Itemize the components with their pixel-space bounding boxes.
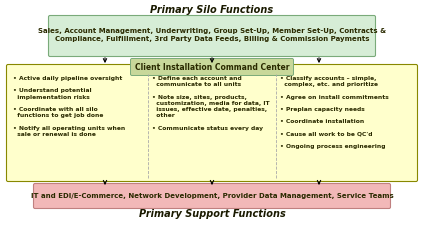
FancyBboxPatch shape [33, 184, 391, 209]
Text: IT and EDI/E-Commerce, Network Development, Provider Data Management, Service Te: IT and EDI/E-Commerce, Network Developme… [31, 193, 393, 199]
Text: Primary Silo Functions: Primary Silo Functions [151, 5, 273, 15]
Text: Client Installation Command Center: Client Installation Command Center [135, 63, 289, 72]
FancyBboxPatch shape [6, 65, 418, 182]
Text: • Define each account and
  communicate to all units

• Note size, sites, produc: • Define each account and communicate to… [152, 76, 270, 130]
Text: • Active daily pipeline oversight

• Understand potential
  implementation risks: • Active daily pipeline oversight • Unde… [13, 76, 125, 137]
FancyBboxPatch shape [48, 16, 376, 56]
Text: Primary Support Functions: Primary Support Functions [139, 209, 285, 219]
Text: • Classify accounts – simple,
  complex, etc. and prioritize

• Agree on install: • Classify accounts – simple, complex, e… [280, 76, 389, 149]
Text: Sales, Account Management, Underwriting, Group Set-Up, Member Set-Up, Contracts : Sales, Account Management, Underwriting,… [38, 28, 386, 42]
FancyBboxPatch shape [131, 58, 293, 76]
